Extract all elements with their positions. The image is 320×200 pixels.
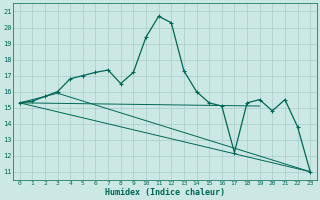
X-axis label: Humidex (Indice chaleur): Humidex (Indice chaleur) [105, 188, 225, 197]
